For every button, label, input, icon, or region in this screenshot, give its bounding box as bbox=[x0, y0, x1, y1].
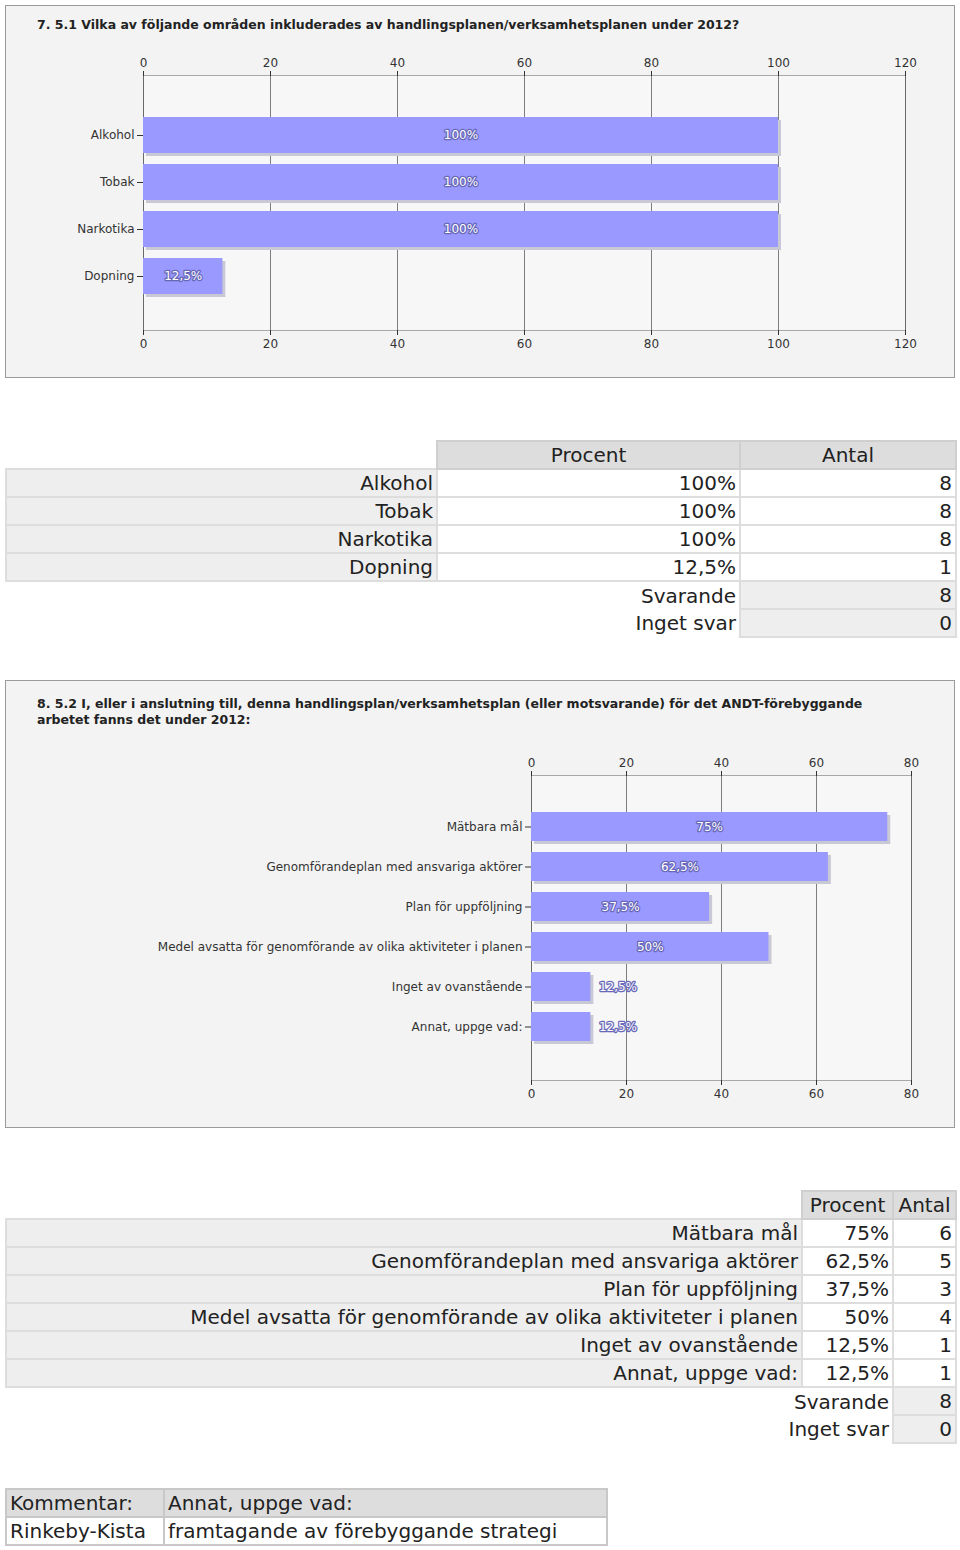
svg-text:12,5%: 12,5% bbox=[599, 980, 637, 994]
svg-text:75%: 75% bbox=[696, 820, 723, 834]
html-text:62,5%: 62,5% bbox=[825, 1249, 889, 1273]
svg-text:40: 40 bbox=[390, 56, 405, 70]
svg-text:0: 0 bbox=[140, 56, 148, 70]
svg-text:120: 120 bbox=[894, 337, 917, 351]
svg-text:60: 60 bbox=[517, 337, 532, 351]
svg-text:40: 40 bbox=[714, 756, 729, 770]
svg-text:20: 20 bbox=[263, 337, 278, 351]
svg-text:80: 80 bbox=[644, 337, 659, 351]
html-text:37,5%: 37,5% bbox=[825, 1277, 889, 1301]
svg-text:12,5%: 12,5% bbox=[599, 1020, 637, 1034]
html-text:6: 6 bbox=[939, 1221, 952, 1245]
svg-text:Annat, uppge vad:: Annat, uppge vad: bbox=[412, 1020, 523, 1034]
svg-text:120: 120 bbox=[894, 56, 917, 70]
html-text:Annat, uppge vad:: Annat, uppge vad: bbox=[613, 1361, 798, 1385]
svg-text:80: 80 bbox=[644, 56, 659, 70]
svg-text:40: 40 bbox=[714, 1087, 729, 1101]
html-text:100%: 100% bbox=[678, 471, 736, 495]
html-text:8: 8 bbox=[939, 583, 952, 607]
svg-text:100%: 100% bbox=[444, 222, 478, 236]
html-text:75%: 75% bbox=[844, 1221, 889, 1245]
svg-text:80: 80 bbox=[904, 756, 919, 770]
svg-text:60: 60 bbox=[809, 756, 824, 770]
html-text:8. 5.2 I, eller i anslutning t: 8. 5.2 I, eller i anslutning till, denna… bbox=[37, 696, 863, 727]
svg-text:Tobak: Tobak bbox=[99, 175, 135, 189]
svg-text:0: 0 bbox=[140, 337, 148, 351]
html-text:4: 4 bbox=[939, 1305, 952, 1329]
html-text:Medel avsatta för genomförande: Medel avsatta för genomförande av olika … bbox=[190, 1305, 798, 1329]
svg-text:20: 20 bbox=[619, 1087, 634, 1101]
svg-text:0: 0 bbox=[528, 756, 536, 770]
svg-text:20: 20 bbox=[619, 756, 634, 770]
html-text:12,5%: 12,5% bbox=[825, 1361, 889, 1385]
html-text:8: 8 bbox=[939, 471, 952, 495]
html-text:0: 0 bbox=[939, 611, 952, 635]
svg-text:20: 20 bbox=[263, 56, 278, 70]
html-text:Inget svar: Inget svar bbox=[788, 1417, 889, 1441]
svg-text:100: 100 bbox=[767, 337, 790, 351]
svg-text:12,5%: 12,5% bbox=[164, 269, 202, 283]
html-text:Antal: Antal bbox=[822, 443, 874, 467]
svg-text:Plan för uppföljning: Plan för uppföljning bbox=[406, 900, 523, 914]
html-text:Svarande: Svarande bbox=[641, 583, 736, 608]
html-text:1: 1 bbox=[939, 555, 952, 579]
html-text:Procent: Procent bbox=[809, 1193, 886, 1217]
html-text:0: 0 bbox=[939, 1417, 952, 1441]
html-text:100%: 100% bbox=[678, 499, 736, 523]
svg-text:37,5%: 37,5% bbox=[602, 900, 640, 914]
svg-text:Genomförandeplan med ansvariga: Genomförandeplan med ansvariga aktörer bbox=[266, 860, 522, 874]
svg-text:62,5%: 62,5% bbox=[661, 860, 699, 874]
html-text:Inget svar: Inget svar bbox=[635, 611, 736, 635]
html-text:5: 5 bbox=[939, 1249, 952, 1273]
html-text:7. 5.1 Vilka av följande områd: 7. 5.1 Vilka av följande områden inklude… bbox=[37, 17, 740, 32]
svg-text:60: 60 bbox=[517, 56, 532, 70]
html-text:Annat, uppge vad:: Annat, uppge vad: bbox=[168, 1491, 353, 1515]
html-text:12,5%: 12,5% bbox=[825, 1333, 889, 1357]
svg-text:40: 40 bbox=[390, 337, 405, 351]
html-text:Rinkeby-Kista: Rinkeby-Kista bbox=[10, 1519, 146, 1543]
svg-text:Medel avsatta för genomförande: Medel avsatta för genomförande av olika … bbox=[158, 940, 523, 954]
html-text:Genomförandeplan med ansvariga: Genomförandeplan med ansvariga aktörer bbox=[371, 1249, 798, 1273]
html-text:Mätbara mål: Mätbara mål bbox=[671, 1221, 798, 1245]
svg-text:100%: 100% bbox=[444, 175, 478, 189]
html-text:Kommentar:: Kommentar: bbox=[10, 1491, 133, 1515]
svg-text:Mätbara mål: Mätbara mål bbox=[447, 820, 523, 834]
html-text:Alkohol: Alkohol bbox=[360, 471, 433, 495]
html-text:1: 1 bbox=[939, 1361, 952, 1385]
svg-text:100%: 100% bbox=[444, 128, 478, 142]
html-text:Svarande: Svarande bbox=[794, 1389, 889, 1414]
svg-text:50%: 50% bbox=[637, 940, 664, 954]
html-text:100%: 100% bbox=[678, 527, 736, 551]
svg-text:Dopning: Dopning bbox=[84, 269, 134, 283]
svg-text:Inget av ovanstående: Inget av ovanstående bbox=[392, 980, 523, 994]
html-text:Plan för uppföljning: Plan för uppföljning bbox=[603, 1277, 798, 1301]
svg-text:60: 60 bbox=[809, 1087, 824, 1101]
html-text:50%: 50% bbox=[844, 1305, 889, 1329]
html-text:8: 8 bbox=[939, 499, 952, 523]
html-text:3: 3 bbox=[939, 1277, 952, 1301]
html-text:Antal: Antal bbox=[898, 1193, 951, 1217]
html-text:framtagande av förebyggande st: framtagande av förebyggande strategi bbox=[168, 1519, 558, 1543]
html-text:Dopning: Dopning bbox=[349, 555, 433, 579]
svg-text:0: 0 bbox=[528, 1087, 536, 1101]
html-text:Inget av ovanstående: Inget av ovanstående bbox=[580, 1333, 798, 1357]
html-text:Tobak: Tobak bbox=[375, 499, 433, 523]
svg-text:80: 80 bbox=[904, 1087, 919, 1101]
html-text:12,5%: 12,5% bbox=[672, 555, 736, 579]
html-text:Narkotika: Narkotika bbox=[337, 527, 433, 551]
html-text:8: 8 bbox=[939, 527, 952, 551]
svg-text:Alkohol: Alkohol bbox=[91, 128, 135, 142]
html-text:1: 1 bbox=[939, 1333, 952, 1357]
svg-text:Narkotika: Narkotika bbox=[77, 222, 134, 236]
html-text:Procent: Procent bbox=[550, 443, 627, 467]
svg-text:100: 100 bbox=[767, 56, 790, 70]
html-text:8: 8 bbox=[939, 1389, 952, 1413]
